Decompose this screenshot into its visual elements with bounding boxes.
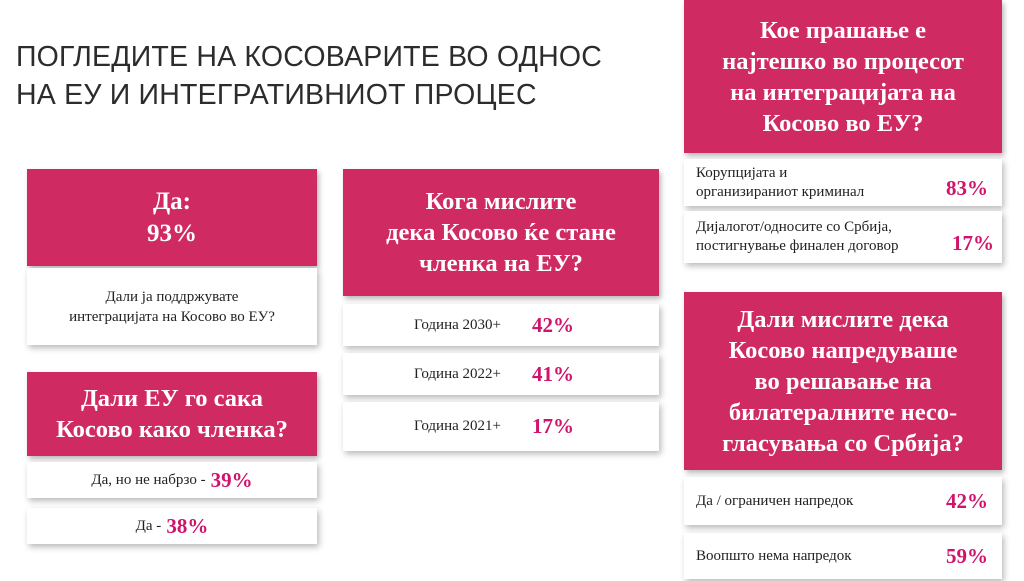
support-result-card: Да: 93%	[27, 169, 317, 266]
progress-question-card: Дали мислите дека Косово напредуваше во …	[684, 292, 1002, 470]
hardest-issue-question-line-2: најтешко во процесот	[722, 47, 964, 75]
eu-wants-question-line-2: Косово како членка?	[56, 416, 288, 443]
hardest-issue-question-line-1: Кое прашање е	[759, 16, 927, 44]
support-question-card: Дали ја поддржувате интеграцијата на Кос…	[27, 268, 317, 345]
page-title-line-1: ПОГЛЕДИТЕ НА КОСОВАРИТЕ ВО ОДНОС	[16, 41, 603, 73]
hardest-issue-answer-row: Дијалогот/односите со Србија, постигнува…	[684, 211, 1002, 263]
eu-wants-answer-percent: 39%	[210, 467, 253, 492]
hardest-issue-answer-row: Корупцијата и организираниот криминал 83…	[684, 159, 1002, 206]
progress-question-line-2: Косово напредуваше	[728, 336, 958, 364]
eu-wants-question-card: Дали ЕУ го сака Косово како членка?	[27, 372, 317, 456]
hardest-issue-question-line-3: на интеграцијата на	[730, 78, 956, 106]
support-question-line-2: интеграцијата на Косово во ЕУ?	[69, 308, 275, 325]
eu-wants-answer-label: Да -	[135, 517, 162, 534]
progress-question-line-3: во решавање на	[754, 367, 932, 395]
membership-year-question-line-2: дека Косово ќе стане	[386, 219, 616, 246]
support-result-label: Да:	[152, 187, 192, 215]
membership-year-question-line-1: Кога мислите	[425, 188, 577, 215]
progress-answer-row: Да / ограничен напредок 42%	[684, 477, 1002, 525]
progress-question-line-4: билатералните несо-	[728, 398, 958, 426]
membership-year-percent: 42%	[531, 312, 574, 337]
membership-year-label: Година 2021+	[414, 418, 501, 434]
hardest-issue-percent: 17%	[952, 230, 994, 255]
hardest-issue-percent: 83%	[946, 176, 988, 200]
hardest-issue-label-line-2: организираниот криминал	[696, 183, 865, 200]
membership-year-label: Година 2030+	[414, 316, 501, 333]
progress-answer-row: Воопшто нема напредок 59%	[684, 533, 1002, 579]
membership-year-label: Година 2022+	[414, 365, 501, 382]
membership-year-answer-row: Година 2021+ 17%	[343, 402, 659, 451]
eu-wants-answer-percent: 38%	[166, 513, 209, 538]
eu-wants-answer-row: Да - 38%	[27, 508, 317, 544]
page-title-line-2: НА ЕУ И ИНТЕГРАТИВНИОТ ПРОЦЕС	[16, 79, 537, 111]
hardest-issue-label-line-1: Корупцијата и	[696, 164, 788, 181]
progress-question-line-5: гласувања со Србија?	[722, 429, 964, 457]
membership-year-percent: 41%	[531, 361, 574, 386]
membership-year-question-line-3: членка на ЕУ?	[419, 250, 583, 277]
hardest-issue-question-card: Кое прашање е најтешко во процесот на ин…	[684, 0, 1002, 153]
eu-wants-answer-row: Да, но не набрзо - 39%	[27, 462, 317, 498]
support-question-line-1: Дали ја поддржувате	[105, 288, 239, 305]
hardest-issue-question-line-4: Косово во ЕУ?	[762, 109, 924, 137]
eu-wants-answer-label: Да, но не набрзо -	[91, 471, 206, 488]
membership-year-answer-row: Година 2022+ 41%	[343, 353, 659, 395]
progress-answer-label: Да / ограничен напредок	[696, 492, 854, 509]
progress-question-line-1: Дали мислите дека	[737, 305, 949, 333]
eu-wants-question-line-1: Дали ЕУ го сака	[80, 385, 264, 412]
membership-year-percent: 17%	[531, 414, 574, 438]
membership-year-answer-row: Година 2030+ 42%	[343, 304, 659, 346]
hardest-issue-label-line-2: постигнување финален договор	[696, 238, 899, 254]
hardest-issue-label-line-1: Дијалогот/односите со Србија,	[696, 219, 892, 235]
progress-answer-percent: 42%	[946, 488, 988, 513]
membership-year-question-card: Кога мислите дека Косово ќе стане членка…	[343, 169, 659, 296]
progress-answer-percent: 59%	[946, 543, 988, 568]
page-title: ПОГЛЕДИТЕ НА КОСОВАРИТЕ ВО ОДНОС НА ЕУ И…	[16, 38, 676, 114]
progress-answer-label: Воопшто нема напредок	[696, 547, 852, 564]
support-result-percent: 93%	[147, 219, 197, 247]
